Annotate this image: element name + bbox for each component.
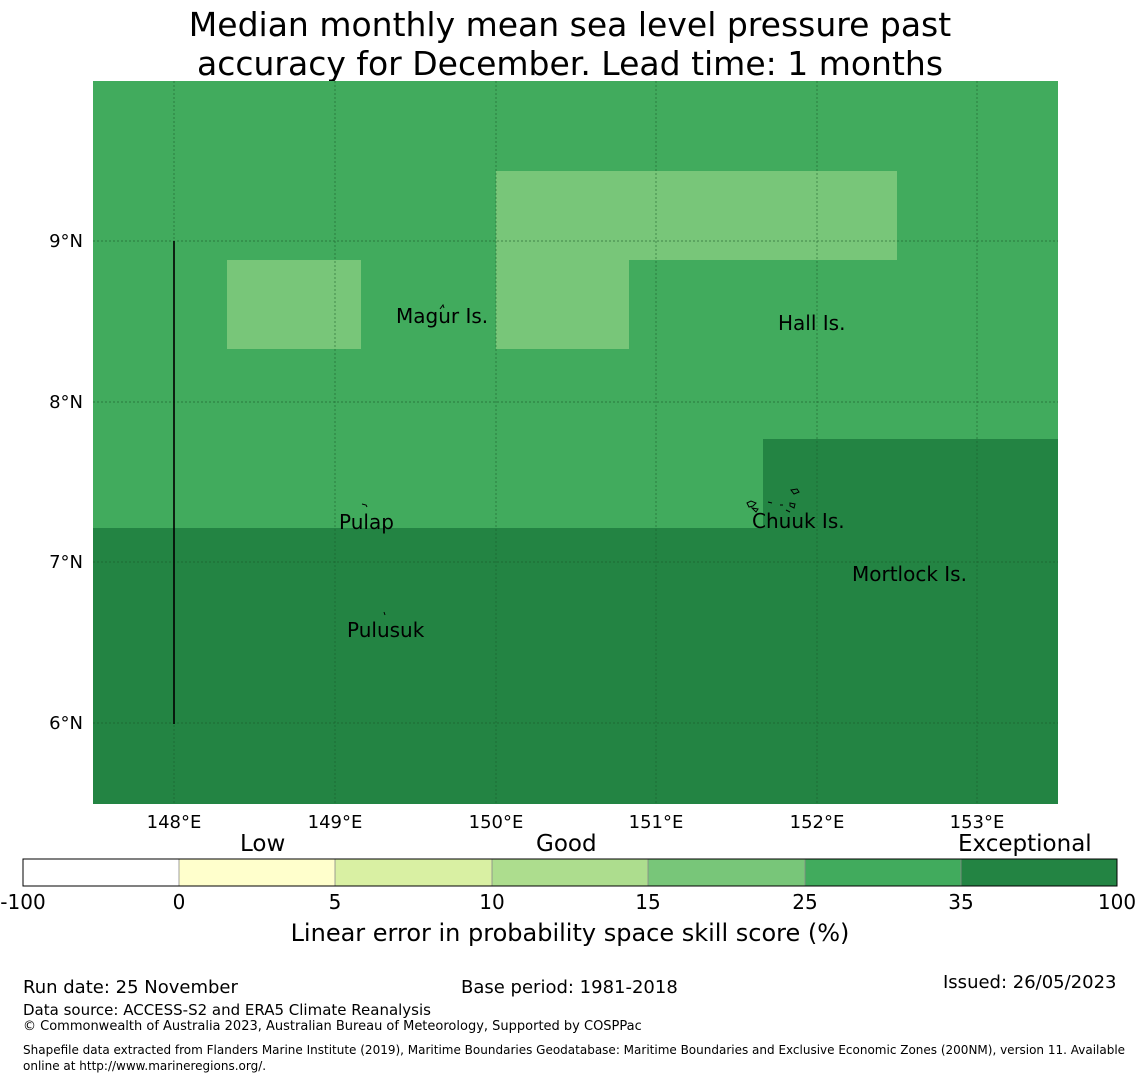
place-label-mortlock: Mortlock Is. xyxy=(852,562,967,586)
lat-tick-label: 6°N xyxy=(49,713,83,734)
place-label-pulusuk: Pulusuk xyxy=(347,618,425,642)
lon-tick-label: 152°E xyxy=(790,812,845,833)
legend-category-exceptional: Exceptional xyxy=(958,831,1092,857)
colorbar-tick-label: 35 xyxy=(948,890,973,914)
skill-region-moderate-central xyxy=(496,260,629,349)
lat-tick-label: 8°N xyxy=(49,392,83,413)
lon-tick-label: 148°E xyxy=(147,812,202,833)
legend-category-low: Low xyxy=(240,831,286,857)
colorbar-segment xyxy=(805,859,961,886)
chart-title-line2: accuracy for December. Lead time: 1 mont… xyxy=(196,44,944,83)
issued-date: Issued: 26/05/2023 xyxy=(943,972,1117,993)
colorbar xyxy=(22,858,1118,887)
colorbar-segment xyxy=(961,859,1117,886)
lon-tick-label: 153°E xyxy=(950,812,1005,833)
colorbar-tick-label: 100 xyxy=(1098,890,1136,914)
shapefile-credit: Shapefile data extracted from Flanders M… xyxy=(23,1043,1126,1073)
colorbar-tick-label: 15 xyxy=(635,890,660,914)
copyright-notice: © Commonwealth of Australia 2023, Austra… xyxy=(23,1019,642,1034)
colorbar-tick-label: 5 xyxy=(329,890,342,914)
skill-region-moderate-north xyxy=(496,171,897,260)
lat-tick-label: 7°N xyxy=(49,552,83,573)
place-label-hall: Hall Is. xyxy=(778,311,845,335)
colorbar-label: Linear error in probability space skill … xyxy=(290,919,850,947)
run-date: Run date: 25 November xyxy=(23,977,238,998)
lon-tick-label: 149°E xyxy=(308,812,363,833)
skill-region-exceptional-south xyxy=(93,528,1058,804)
base-period: Base period: 1981-2018 xyxy=(461,977,678,998)
lon-tick-label: 150°E xyxy=(469,812,524,833)
colorbar-frame xyxy=(22,858,1118,887)
lon-tick-label: 151°E xyxy=(629,812,684,833)
data-source: Data source: ACCESS-S2 and ERA5 Climate … xyxy=(23,1001,431,1019)
colorbar-segment xyxy=(23,859,179,886)
lat-tick-label: 9°N xyxy=(49,231,83,252)
chart-title-line1: Median monthly mean sea level pressure p… xyxy=(188,5,952,44)
skill-region-exceptional-east xyxy=(763,439,1058,528)
place-label-pulap: Pulap xyxy=(339,510,394,534)
colorbar-segment xyxy=(648,859,805,886)
skill-region-moderate-west xyxy=(227,260,361,349)
colorbar-tick-label: 0 xyxy=(173,890,186,914)
legend-category-good: Good xyxy=(536,831,597,857)
colorbar-tick-label: 10 xyxy=(479,890,504,914)
colorbar-segment xyxy=(492,859,648,886)
colorbar-segment xyxy=(179,859,335,886)
colorbar-segment xyxy=(335,859,492,886)
island-outlines xyxy=(361,303,800,616)
colorbar-tick-label: 25 xyxy=(792,890,817,914)
place-label-chuuk: Chuuk Is. xyxy=(752,509,845,533)
place-label-magur: Magur Is. xyxy=(396,304,488,328)
colorbar-tick-label: -100 xyxy=(0,890,45,914)
